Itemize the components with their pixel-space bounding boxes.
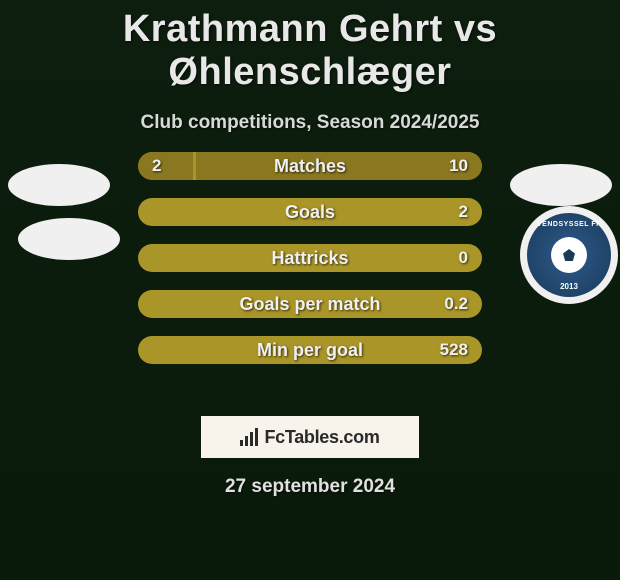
stat-row: Goals2 (138, 198, 482, 226)
stat-value-right: 0 (459, 248, 468, 268)
stat-row: 2Matches10 (138, 152, 482, 180)
team-left-logo (18, 218, 120, 260)
stat-value-right: 2 (459, 202, 468, 222)
stat-value-right: 0.2 (444, 294, 468, 314)
team-right-year: 2013 (560, 282, 578, 291)
brand-badge[interactable]: FcTables.com (201, 416, 419, 458)
stat-label: Matches (138, 156, 482, 177)
stat-value-right: 528 (440, 340, 468, 360)
subtitle: Club competitions, Season 2024/2025 (0, 112, 620, 134)
team-right-name: VENDSYSSEL FF (537, 221, 601, 228)
stat-row: Hattricks0 (138, 244, 482, 272)
page-title: Krathmann Gehrt vs Øhlenschlæger (0, 8, 620, 94)
barchart-icon (240, 428, 260, 446)
stat-label: Goals per match (138, 294, 482, 315)
brand-text: FcTables.com (264, 427, 379, 448)
stat-row: Min per goal528 (138, 336, 482, 364)
stat-label: Goals (138, 202, 482, 223)
team-right-logo-inner: VENDSYSSEL FF 2013 (527, 213, 611, 297)
player-left-avatar (8, 164, 110, 206)
stat-value-right: 10 (449, 156, 468, 176)
soccerball-icon (551, 237, 587, 273)
comparison-card: Krathmann Gehrt vs Øhlenschlæger Club co… (0, 0, 620, 498)
stat-row: Goals per match0.2 (138, 290, 482, 318)
team-right-logo: VENDSYSSEL FF 2013 (520, 206, 618, 304)
stat-label: Min per goal (138, 340, 482, 361)
stats-area: VENDSYSSEL FF 2013 2Matches10Goals2Hattr… (0, 166, 620, 386)
player-right-avatar (510, 164, 612, 206)
stat-bars: 2Matches10Goals2Hattricks0Goals per matc… (138, 152, 482, 382)
date-label: 27 september 2024 (0, 476, 620, 498)
stat-label: Hattricks (138, 248, 482, 269)
